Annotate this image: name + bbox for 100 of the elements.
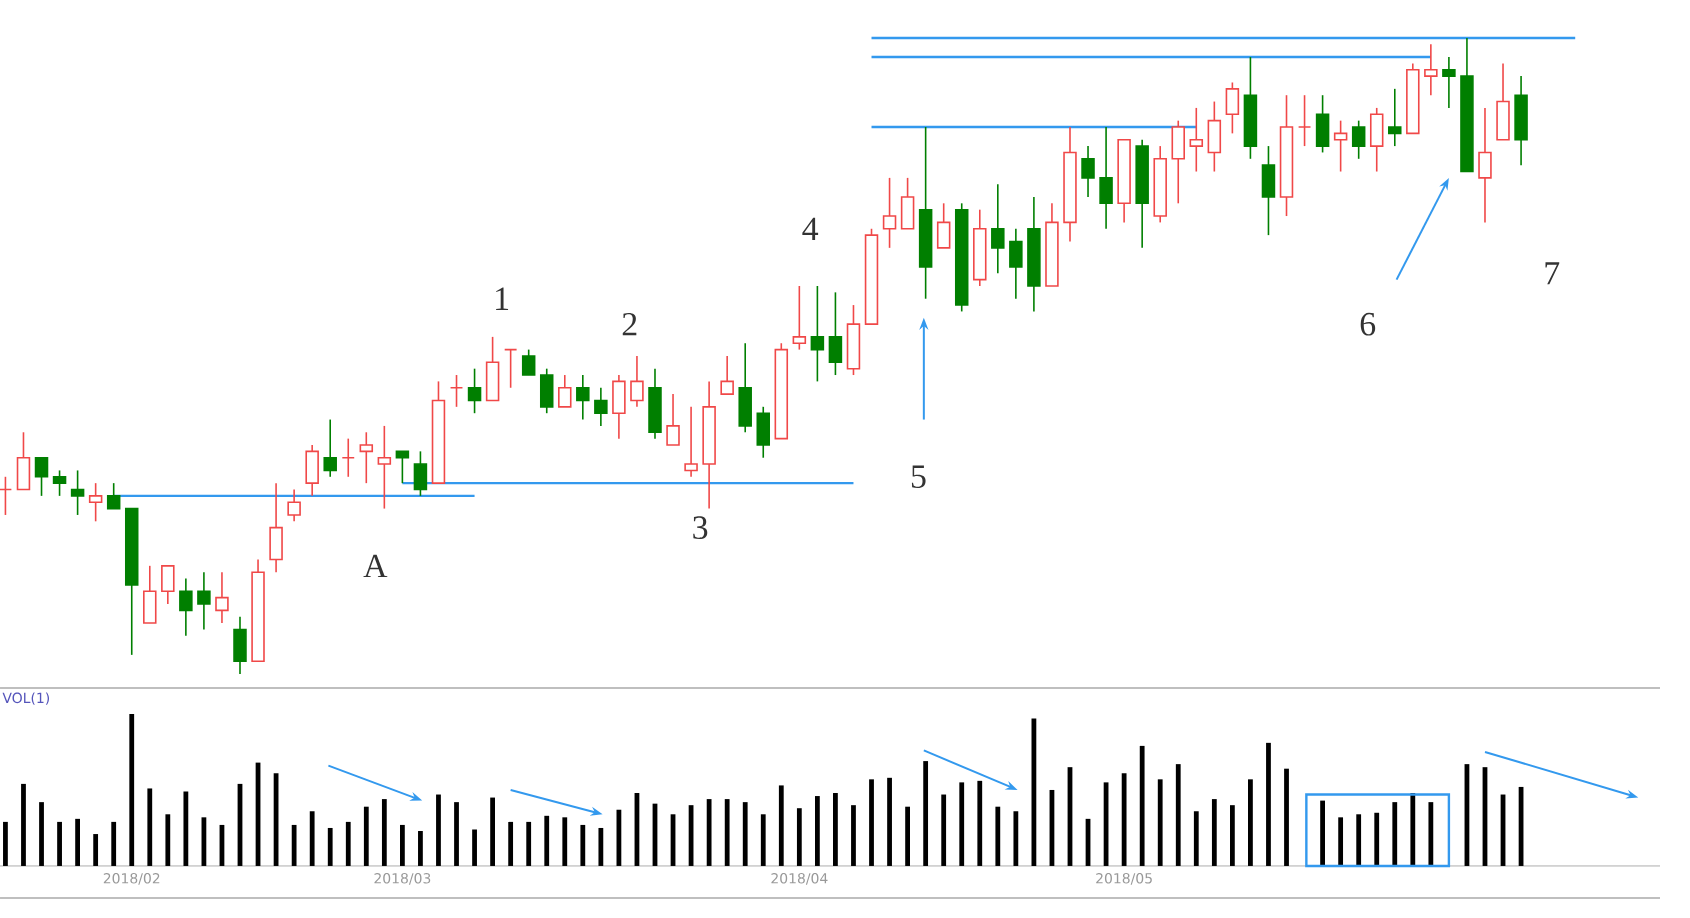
candlestick [1207,100,1222,173]
candlestick [179,577,193,637]
bar [508,821,514,866]
bar [1211,799,1217,866]
candlestick [485,336,500,402]
annotation: 5 [911,465,926,489]
candlestick [34,456,49,497]
bar [1284,768,1289,866]
bar [490,797,496,866]
candlestick [503,348,518,389]
candlestick [720,355,734,395]
annotation: 1 [496,287,509,310]
candlestick [1297,94,1312,147]
annotation: 3 [693,516,708,540]
bar [454,802,459,866]
bar [472,829,477,866]
candlestick [106,482,121,510]
candlestick [70,469,85,516]
candlestick [1189,107,1204,173]
candlestick [88,482,103,523]
bar [598,827,604,866]
bar [399,824,405,866]
candlestick [521,348,536,376]
bar [1248,779,1253,866]
annotation: A [363,554,388,578]
candlestick [359,431,374,484]
bar [436,794,441,866]
bar [1374,812,1380,866]
bar [923,761,929,866]
bar [57,821,62,866]
bar [3,821,8,866]
candlestick [792,285,807,351]
annotation: 4 [802,217,819,240]
annotation: 2 [622,312,637,336]
candlestick [1351,119,1366,160]
candlestick [161,565,175,605]
candlestick [287,488,301,523]
candlestick [341,437,356,478]
candlestick [1261,145,1276,236]
bar [526,821,532,866]
bar [544,815,550,866]
candlestick [558,374,572,408]
bar [941,794,947,866]
candlestick [612,374,626,440]
bar [418,831,423,866]
candlestick [756,406,771,459]
candlestick [738,342,752,434]
candlestick [1442,56,1456,109]
bar [165,814,171,866]
bar [724,799,730,866]
bar [1031,718,1037,866]
bar [345,821,351,866]
bar [327,827,333,866]
candlestick [684,406,698,478]
bar [111,821,117,866]
candlestick [936,202,951,249]
candlestick [52,469,67,497]
candlestick [233,615,247,675]
candlestick [1009,227,1023,300]
annotation: 7 [1545,262,1560,285]
bar [129,713,135,866]
candlestick [594,386,608,427]
candlestick [576,374,590,421]
bar [1428,802,1434,866]
bar [851,805,856,866]
candlestick [467,367,482,414]
candlestick [630,355,644,408]
bar [833,793,838,866]
candlestick [846,304,861,376]
candlestick [1225,81,1240,135]
bar [1392,802,1398,866]
bar [977,780,983,866]
candlestick [539,367,554,414]
candlestick [377,425,392,510]
candlestick [1388,88,1402,147]
bar [778,785,784,866]
bar [869,779,874,866]
candlestick [323,418,337,478]
candlestick [269,482,283,573]
bar [1320,800,1325,866]
bar [1121,773,1127,866]
candlestick [810,285,825,383]
bar [995,806,1001,866]
bar [147,788,153,866]
bar [1338,817,1344,866]
candlestick [1099,126,1113,230]
candlestick [900,177,915,230]
bar [959,782,965,866]
bar [814,796,820,866]
candlestick [215,571,229,624]
bar [905,806,910,866]
candlestick [1081,145,1095,198]
bar [1013,811,1019,866]
bar [760,814,766,866]
candlestick [1171,119,1185,205]
candlestick [1424,43,1438,96]
bar [21,783,26,866]
bar [1266,742,1271,866]
bar [562,817,568,866]
candlestick [1333,119,1348,173]
